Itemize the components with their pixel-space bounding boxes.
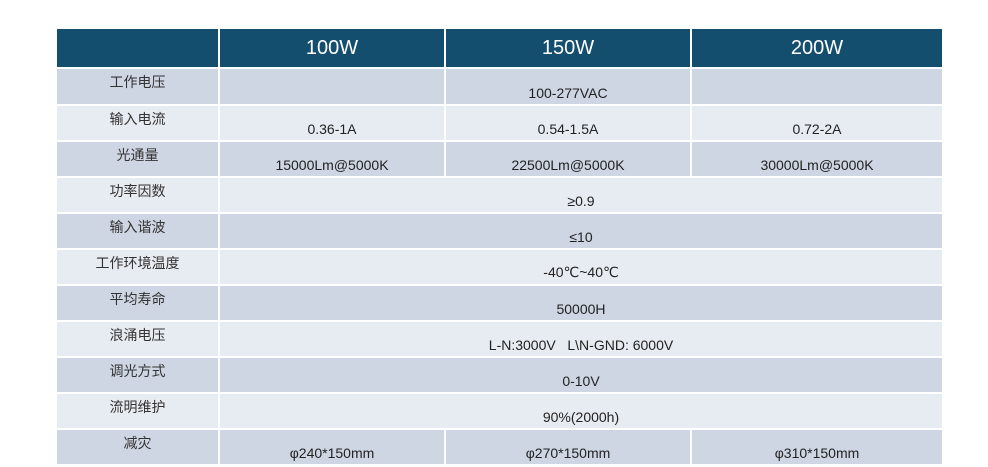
header-150w: 150W	[444, 27, 692, 69]
cell: 100-277VAC	[444, 67, 692, 106]
row-label: 平均寿命	[55, 284, 220, 322]
table-row: 减灾 φ240*150mm φ270*150mm φ310*150mm	[55, 428, 944, 466]
row-label: 光通量	[55, 140, 220, 178]
cell: 50000H	[218, 284, 944, 322]
cell: φ310*150mm	[690, 428, 944, 466]
row-label: 浪涌电压	[55, 320, 220, 358]
table-row: 工作环境温度 -40℃~40℃	[55, 248, 944, 286]
table-row: 光通量 15000Lm@5000K 22500Lm@5000K 30000Lm@…	[55, 140, 944, 178]
row-label: 功率因数	[55, 176, 220, 214]
table-row: 工作电压 100-277VAC	[55, 67, 944, 106]
cell: 0.54-1.5A	[444, 104, 692, 142]
spec-table: 100W 150W 200W 工作电压 100-277VAC 输入电流 0.36…	[55, 27, 944, 466]
row-label: 工作电压	[55, 67, 220, 106]
cell	[218, 67, 446, 106]
cell: φ270*150mm	[444, 428, 692, 466]
table-row: 平均寿命 50000H	[55, 284, 944, 322]
cell: φ240*150mm	[218, 428, 446, 466]
table-row: 功率因数 ≥0.9	[55, 176, 944, 214]
row-label: 输入电流	[55, 104, 220, 142]
row-label: 调光方式	[55, 356, 220, 394]
cell: 0.36-1A	[218, 104, 446, 142]
table-row: 浪涌电压 L-N:3000V L\N-GND: 6000V	[55, 320, 944, 358]
header-row: 100W 150W 200W	[55, 27, 944, 69]
cell: ≤10	[218, 212, 944, 250]
table-row: 流明维护 90%(2000h)	[55, 392, 944, 430]
row-label: 减灾	[55, 428, 220, 466]
header-200w: 200W	[690, 27, 944, 69]
header-100w: 100W	[218, 27, 446, 69]
cell: 0-10V	[218, 356, 944, 394]
cell: 30000Lm@5000K	[690, 140, 944, 178]
cell: 90%(2000h)	[218, 392, 944, 430]
row-label: 工作环境温度	[55, 248, 220, 286]
cell: -40℃~40℃	[218, 248, 944, 286]
table-row: 调光方式 0-10V	[55, 356, 944, 394]
header-corner	[55, 27, 220, 69]
row-label: 输入谐波	[55, 212, 220, 250]
cell: L-N:3000V L\N-GND: 6000V	[218, 320, 944, 358]
cell	[690, 67, 944, 106]
table-row: 输入电流 0.36-1A 0.54-1.5A 0.72-2A	[55, 104, 944, 142]
cell: 0.72-2A	[690, 104, 944, 142]
cell: 22500Lm@5000K	[444, 140, 692, 178]
cell: 15000Lm@5000K	[218, 140, 446, 178]
cell: ≥0.9	[218, 176, 944, 214]
row-label: 流明维护	[55, 392, 220, 430]
table-row: 输入谐波 ≤10	[55, 212, 944, 250]
